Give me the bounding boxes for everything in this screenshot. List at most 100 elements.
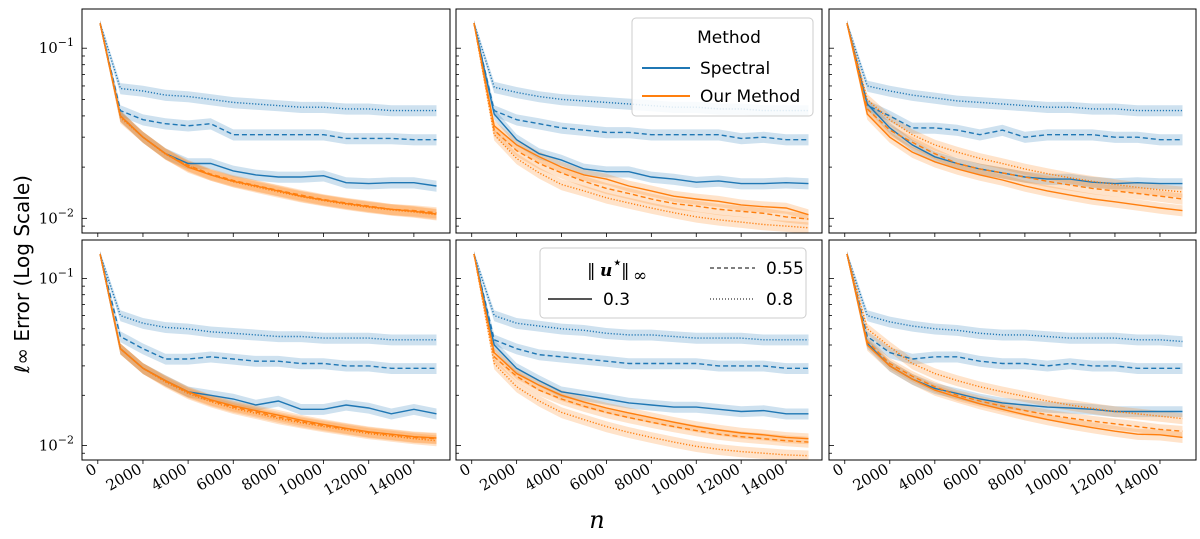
line-ours-0.8 [99,253,437,442]
x-tick-label: 0 [83,460,100,480]
band-ours-0.55 [100,20,437,219]
legend-dotted-label: 0.8 [766,290,793,310]
x-tick-label: 4000 [521,460,563,495]
y-tick-label: 10−1 [39,267,74,288]
x-tick-label: 10000 [275,460,325,499]
line-ours-0.55 [473,253,809,443]
legend-norm-star: ⋆ [612,253,623,273]
line-ours-0.3 [473,253,809,440]
x-tick-label: 8000 [238,460,280,495]
panel-1: 10−1 10−2 [39,8,451,237]
line-ours-0.3 [846,23,1183,212]
plot-area [473,251,809,460]
x-tick-label: 14000 [738,460,788,499]
x-axis-label: n [589,506,604,534]
plot-area [846,251,1183,443]
line-ours-0.3 [846,253,1183,439]
x-tick-label: 8000 [985,460,1027,495]
y-axis-label: ℓ∞ Error (Log Scale) [10,175,34,374]
line-spectral-0.55 [99,253,437,369]
band-spectral-0.8 [100,20,437,117]
band-ours-0.8 [474,20,809,233]
x-tick-label: 6000 [193,460,235,495]
panel-frame [81,239,451,461]
panel-3 [828,8,1197,237]
legend-ours-label: Our Method [700,87,800,107]
line-spectral-0.55 [99,23,437,141]
band-ours-0.8 [847,20,1183,198]
line-spectral-0.8 [99,253,437,341]
line-ours-0.3 [473,23,809,216]
legend-norm-sub: ∞ [633,266,647,286]
x-tick-label: 6000 [940,460,982,495]
legend-norm-var: u [600,261,612,281]
y-tick-label: 10−1 [39,36,74,57]
x-tick-label: 2000 [477,460,519,495]
legend-norm-title: ‖ u ⋆ ‖ ∞ [587,253,647,286]
x-tick-label: 4000 [895,460,937,495]
legend-method: Method Spectral Our Method [631,17,814,117]
band-spectral-0.55 [100,251,437,374]
band-spectral-0.55 [100,20,437,146]
x-tick-label: 2000 [850,460,892,495]
legend-dashed-label: 0.55 [766,259,804,279]
line-ours-0.55 [473,23,809,220]
line-ours-0.55 [99,23,437,214]
x-tick-label: 0 [456,460,473,480]
legend-solid-label: 0.3 [603,290,630,310]
x-tick-label: 2000 [103,460,145,495]
x-tick-label: 12000 [320,460,370,499]
x-tick-label: 14000 [366,460,416,499]
legend-norm: ‖ u ⋆ ‖ ∞ 0.3 0.55 0.8 [539,247,807,319]
x-tick-label: 4000 [148,460,190,495]
legend-norm-bars-right: ‖ [621,261,630,281]
legend-method-title: Method [697,28,761,48]
x-tick-label: 10000 [648,460,698,499]
band-spectral-0.8 [847,20,1183,117]
line-spectral-0.8 [473,253,809,341]
x-tick-label: 10000 [1022,460,1072,499]
panel-frame [81,8,451,234]
line-ours-0.8 [473,23,809,229]
line-spectral-0.8 [846,23,1183,112]
band-ours-0.8 [474,251,809,460]
plot-area [99,20,437,221]
line-ours-0.8 [473,253,809,457]
band-ours-0.55 [100,251,437,445]
legend-spectral-label: Spectral [700,59,770,79]
x-tick-label: 0 [829,460,846,480]
band-spectral-0.8 [100,251,437,346]
line-spectral-0.8 [99,23,437,112]
line-spectral-0.3 [473,23,809,185]
line-spectral-0.55 [473,253,809,369]
y-tick-label: 10−2 [39,206,74,227]
panel-frame [828,8,1197,234]
band-ours-0.55 [474,251,809,448]
line-ours-0.55 [99,253,437,440]
x-tick-label: 12000 [1067,460,1117,499]
legend-norm-bars-left: ‖ [587,261,596,281]
x-tick-label: 6000 [566,460,608,495]
plot-area [99,251,437,447]
y-tick-label: 10−2 [39,434,74,455]
line-spectral-0.8 [846,253,1183,343]
band-ours-0.55 [847,251,1183,437]
line-ours-0.55 [846,23,1183,200]
line-spectral-0.55 [846,23,1183,141]
panel-frame [455,239,823,461]
band-ours-0.3 [100,20,437,220]
band-ours-0.55 [474,20,809,225]
panel-frame [828,239,1197,461]
band-spectral-0.8 [847,251,1183,348]
x-tick-label: 14000 [1112,460,1162,499]
line-spectral-0.3 [473,253,809,415]
legend-norm-frame [539,247,807,319]
line-ours-0.8 [846,253,1183,420]
x-tick-label: 12000 [693,460,743,499]
band-ours-0.3 [474,20,809,221]
band-ours-0.3 [474,251,809,445]
panel-frame [455,8,823,234]
